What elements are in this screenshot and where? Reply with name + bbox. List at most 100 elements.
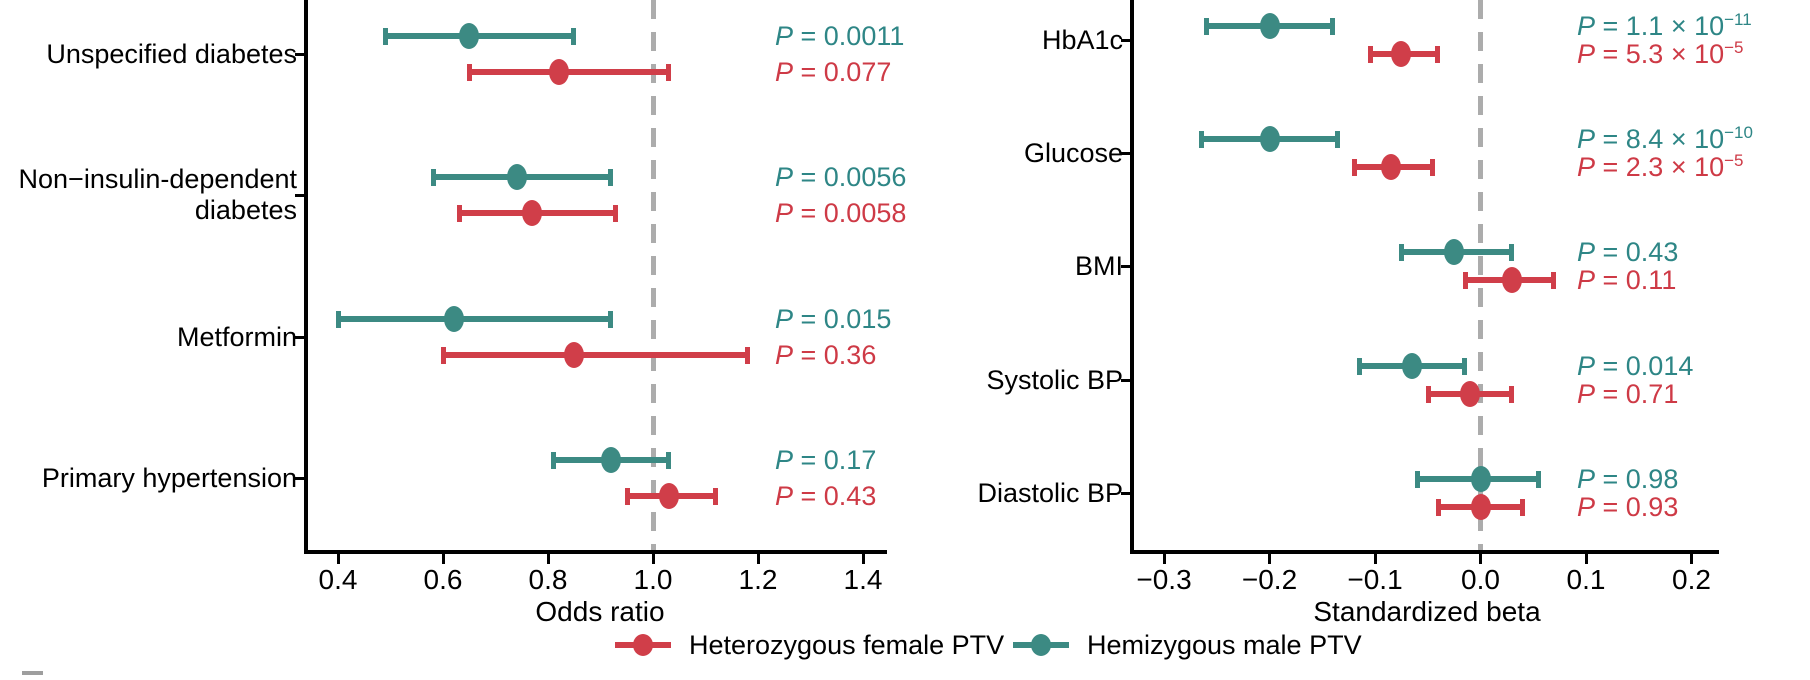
x-tick-label: −0.3: [1136, 564, 1192, 595]
p-symbol: P: [775, 481, 794, 511]
point-estimate-female: [1380, 154, 1401, 180]
ci-cap-upper-male: [1461, 357, 1467, 375]
p-symbol: P: [1577, 11, 1596, 41]
p-symbol: P: [1577, 39, 1596, 69]
ci-cap-upper-male: [1535, 470, 1541, 488]
ci-cap-upper-female: [1509, 385, 1515, 403]
p-value-text: = 1.1 × 10: [1595, 11, 1725, 41]
ci-cap-upper-female: [1551, 271, 1557, 289]
point-estimate-male: [1259, 126, 1280, 152]
ci-cap-upper-male: [1335, 130, 1341, 148]
point-estimate-male: [443, 306, 464, 332]
p-value-label-male: P = 1.1 × 10−11: [1577, 10, 1752, 42]
y-category-tick: [1121, 264, 1130, 268]
x-tick-label: 1.4: [843, 564, 883, 595]
p-symbol: P: [1577, 124, 1596, 154]
x-tick: [546, 554, 550, 564]
ci-cap-upper-male: [665, 451, 671, 469]
p-symbol: P: [1577, 492, 1596, 522]
cropped-panel-mark: [22, 671, 43, 675]
x-tick: [1373, 554, 1377, 564]
ci-cap-lower-female: [624, 487, 630, 505]
y-category-tick: [1121, 151, 1130, 155]
p-value-label-female: P = 0.077: [775, 56, 891, 88]
y-axis-spine-left: [304, 0, 308, 554]
p-value-label-female: P = 2.3 × 10−5: [1577, 151, 1744, 183]
p-value-text: = 0.0058: [793, 198, 907, 228]
x-tick-label: −0.2: [1241, 564, 1298, 595]
x-tick: [336, 554, 340, 564]
p-symbol: P: [775, 162, 794, 192]
row-label: Diastolic BP: [977, 477, 1123, 508]
p-value-exponent: −5: [1724, 38, 1744, 57]
p-value-label-female: P = 0.93: [1577, 491, 1678, 523]
row-label: HbA1c: [1041, 24, 1123, 55]
p-value-label-female: P = 0.36: [775, 339, 876, 371]
ci-cap-lower-female: [1351, 158, 1357, 176]
ci-cap-lower-male: [551, 451, 557, 469]
p-value-label-female: P = 0.43: [775, 480, 876, 512]
ci-cap-lower-male: [1357, 357, 1363, 375]
x-tick-label: 1.2: [738, 564, 778, 595]
ci-cap-upper-female: [1435, 45, 1441, 63]
p-value-text: = 5.3 × 10: [1595, 39, 1725, 69]
p-value-text: = 0.43: [793, 481, 877, 511]
p-symbol: P: [775, 445, 794, 475]
legend-label-female: Heterozygous female PTV: [689, 629, 1005, 660]
ci-cap-lower-female: [467, 63, 473, 81]
x-tick: [1690, 554, 1693, 564]
p-symbol: P: [1577, 237, 1596, 267]
pointrange-marker-male-icon: [1013, 627, 1069, 663]
point-estimate-male: [601, 447, 621, 473]
ci-cap-lower-female: [1436, 498, 1442, 516]
p-value-label-male: P = 0.0011: [775, 20, 904, 52]
x-tick-label: −0.1: [1347, 564, 1403, 595]
p-symbol: P: [1577, 379, 1596, 409]
ci-cap-upper-female: [613, 204, 619, 222]
p-value-label-male: P = 0.43: [1577, 236, 1678, 268]
p-value-text: = 0.015: [793, 304, 892, 334]
point-estimate-female: [1470, 494, 1491, 520]
p-value-text: = 0.11: [1595, 265, 1677, 295]
p-value-text: = 0.077: [793, 57, 892, 87]
legend-dot-female: [633, 634, 653, 656]
p-value-text: = 0.014: [1595, 351, 1694, 381]
point-estimate-female: [564, 342, 585, 368]
x-tick-label: 0.6: [423, 564, 463, 595]
p-symbol: P: [1577, 351, 1596, 381]
x-tick-label: 0.0: [1461, 564, 1500, 595]
p-symbol: P: [775, 21, 794, 51]
point-estimate-female: [522, 200, 543, 226]
p-value-text: = 0.43: [1595, 237, 1679, 267]
p-symbol: P: [775, 198, 794, 228]
ci-cap-lower-female: [1425, 385, 1431, 403]
p-value-label-male: P = 8.4 × 10−10: [1577, 123, 1753, 155]
x-tick: [441, 554, 445, 564]
ci-cap-lower-female: [441, 346, 446, 364]
ci-bar-female: [443, 352, 748, 358]
point-estimate-male: [1401, 353, 1422, 379]
row-label: Unspecified diabetes: [46, 38, 297, 69]
row-label: Metformin: [176, 321, 297, 352]
ci-cap-lower-male: [1204, 17, 1210, 35]
p-value-text: = 2.3 × 10: [1595, 152, 1725, 182]
point-estimate-female: [548, 59, 569, 85]
x-tick: [756, 554, 760, 564]
p-value-text: = 0.93: [1595, 492, 1679, 522]
point-estimate-male: [1470, 466, 1491, 492]
p-value-label-male: P = 0.98: [1577, 463, 1678, 495]
legend-dot-male: [1031, 634, 1051, 656]
x-tick-label: 1.0: [633, 564, 673, 595]
p-value-text: = 0.98: [1595, 464, 1679, 494]
ci-cap-lower-male: [1198, 130, 1204, 148]
p-value-exponent: −5: [1724, 151, 1744, 170]
p-value-text: = 0.17: [793, 445, 877, 475]
ci-cap-lower-male: [430, 168, 436, 186]
y-category-tick: [295, 476, 304, 480]
reference-line-right: [1478, 0, 1483, 550]
ci-cap-lower-male: [1399, 243, 1405, 261]
ci-cap-upper-female: [744, 346, 750, 364]
row-label: BMI: [1074, 250, 1123, 281]
x-tick: [1479, 554, 1482, 564]
